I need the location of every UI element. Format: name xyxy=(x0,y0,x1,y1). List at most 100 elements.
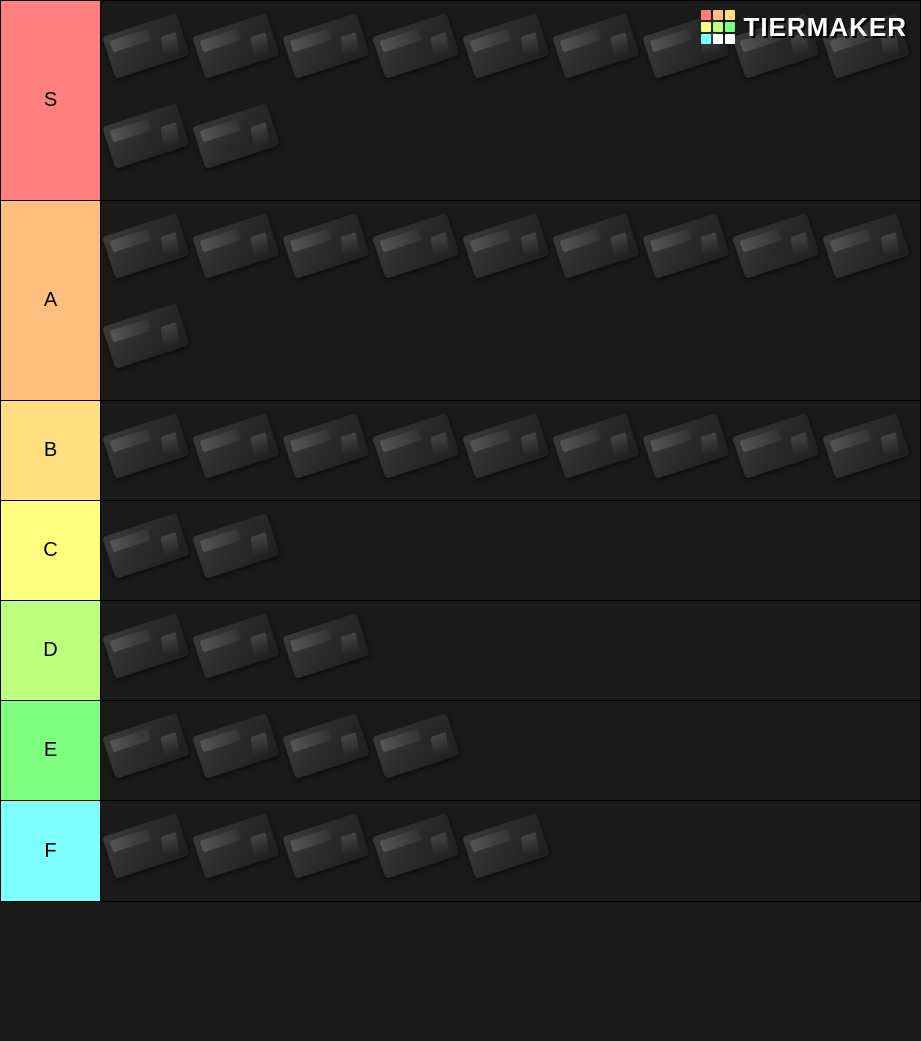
tier-label-b[interactable]: B xyxy=(1,401,101,500)
tier-item-proximity-launcher[interactable] xyxy=(191,701,281,791)
watermark-grid-cell xyxy=(725,34,735,44)
tier-item-drum-shotgun[interactable] xyxy=(821,401,911,491)
weapon-icon xyxy=(372,713,460,779)
watermark-grid-cell xyxy=(725,10,735,20)
tier-item-infantry-rifle[interactable] xyxy=(281,201,371,291)
tier-item-grenade-launcher[interactable] xyxy=(641,201,731,291)
tier-row-a: A xyxy=(1,201,920,401)
watermark-grid-cell xyxy=(701,22,711,32)
tier-item-crossbow[interactable] xyxy=(371,201,461,291)
watermark-grid-cell xyxy=(701,34,711,44)
tier-items-f[interactable] xyxy=(101,801,920,901)
tier-item-scar-rifle[interactable] xyxy=(821,201,911,291)
tier-items-e[interactable] xyxy=(101,701,920,800)
tier-item-minigun[interactable] xyxy=(551,201,641,291)
tier-items-c[interactable] xyxy=(101,501,920,600)
tier-label-e[interactable]: E xyxy=(1,701,101,800)
tier-item-lever-action-rifle[interactable] xyxy=(101,501,191,591)
tier-item-quad-launcher[interactable] xyxy=(281,801,371,891)
tier-item-flint-knock-gold[interactable] xyxy=(191,801,281,891)
tier-list-container: TIERMAKER SABCDEF xyxy=(0,0,921,902)
tier-item-m16-rifle[interactable] xyxy=(371,401,461,491)
weapon-icon xyxy=(822,413,910,479)
tier-list: SABCDEF xyxy=(0,0,921,902)
tier-item-submachine-gun[interactable] xyxy=(191,201,281,291)
tier-row-d: D xyxy=(1,601,920,701)
tier-item-light-machine-gun[interactable] xyxy=(551,1,641,91)
weapon-icon xyxy=(102,813,190,879)
tier-item-thermal-rifle[interactable] xyxy=(101,401,191,491)
weapon-icon xyxy=(102,213,190,279)
tier-label-d[interactable]: D xyxy=(1,601,101,700)
weapon-icon xyxy=(282,13,370,79)
weapon-icon xyxy=(282,813,370,879)
weapon-icon xyxy=(552,413,640,479)
weapon-icon xyxy=(102,513,190,579)
tier-label-f[interactable]: F xyxy=(1,801,101,901)
weapon-icon xyxy=(102,613,190,679)
tier-item-double-barrel-shotgun[interactable] xyxy=(101,201,191,291)
tier-item-six-shooter[interactable] xyxy=(551,401,641,491)
watermark-grid-cell xyxy=(713,10,723,20)
tier-item-suppressed-assault-rifle[interactable] xyxy=(101,601,191,691)
weapon-icon xyxy=(192,613,280,679)
tier-item-hand-cannon[interactable] xyxy=(101,1,191,91)
watermark-grid-cell xyxy=(713,22,723,32)
tier-item-flint-knock-pistol[interactable] xyxy=(191,501,281,591)
tier-label-c[interactable]: C xyxy=(1,501,101,600)
weapon-icon xyxy=(192,213,280,279)
tier-item-hunting-rifle[interactable] xyxy=(371,1,461,91)
tier-item-guided-missile[interactable] xyxy=(101,701,191,791)
tier-item-scoped-assault-rifle[interactable] xyxy=(191,401,281,491)
tier-item-drum-gun[interactable] xyxy=(191,1,281,91)
weapon-icon xyxy=(282,213,370,279)
tier-item-tactical-shotgun-red[interactable] xyxy=(101,291,191,381)
tier-items-b[interactable] xyxy=(101,401,920,500)
weapon-icon xyxy=(192,713,280,779)
tier-item-bolt-sniper[interactable] xyxy=(191,91,281,181)
weapon-icon xyxy=(462,13,550,79)
tier-item-tactical-rifle[interactable] xyxy=(281,601,371,691)
tier-label-s[interactable]: S xyxy=(1,1,101,200)
tier-item-air-strike[interactable] xyxy=(101,801,191,891)
weapon-icon xyxy=(102,103,190,169)
tier-item-compact-smg[interactable] xyxy=(641,401,731,491)
tier-item-combat-shotgun[interactable] xyxy=(731,201,821,291)
weapon-icon xyxy=(642,213,730,279)
tier-item-tactical-shotgun[interactable] xyxy=(461,401,551,491)
weapon-icon xyxy=(732,413,820,479)
weapon-icon xyxy=(192,513,280,579)
weapon-icon xyxy=(282,613,370,679)
weapon-icon xyxy=(282,413,370,479)
tier-item-revolver[interactable] xyxy=(371,701,461,791)
weapon-icon xyxy=(372,213,460,279)
tier-row-e: E xyxy=(1,701,920,801)
weapon-icon xyxy=(732,213,820,279)
weapon-icon xyxy=(552,13,640,79)
tier-item-burst-rifle[interactable] xyxy=(281,1,371,91)
watermark-text: TIERMAKER xyxy=(743,12,907,43)
tier-item-heavy-shotgun[interactable] xyxy=(101,91,191,181)
tier-item-suppressed-pistol[interactable] xyxy=(461,1,551,91)
weapon-icon xyxy=(192,13,280,79)
weapon-icon xyxy=(372,13,460,79)
tier-item-scoped-revolver[interactable] xyxy=(191,601,281,691)
tier-items-d[interactable] xyxy=(101,601,920,700)
tier-label-a[interactable]: A xyxy=(1,201,101,400)
tiermaker-watermark: TIERMAKER xyxy=(701,10,907,44)
weapon-icon xyxy=(102,13,190,79)
watermark-grid-cell xyxy=(701,10,711,20)
tier-item-boom-bow[interactable] xyxy=(281,701,371,791)
weapon-icon xyxy=(192,813,280,879)
tier-item-suppressed-sniper[interactable] xyxy=(461,201,551,291)
watermark-grid-cell xyxy=(713,34,723,44)
weapon-icon xyxy=(462,813,550,879)
tier-row-f: F xyxy=(1,801,920,901)
tier-items-a[interactable] xyxy=(101,201,920,400)
tier-item-pistol[interactable] xyxy=(461,801,551,891)
tier-item-dual-pistols[interactable] xyxy=(371,801,461,891)
tier-item-rocket-launcher[interactable] xyxy=(731,401,821,491)
tier-item-tactical-smg[interactable] xyxy=(281,401,371,491)
weapon-icon xyxy=(642,413,730,479)
weapon-icon xyxy=(552,213,640,279)
